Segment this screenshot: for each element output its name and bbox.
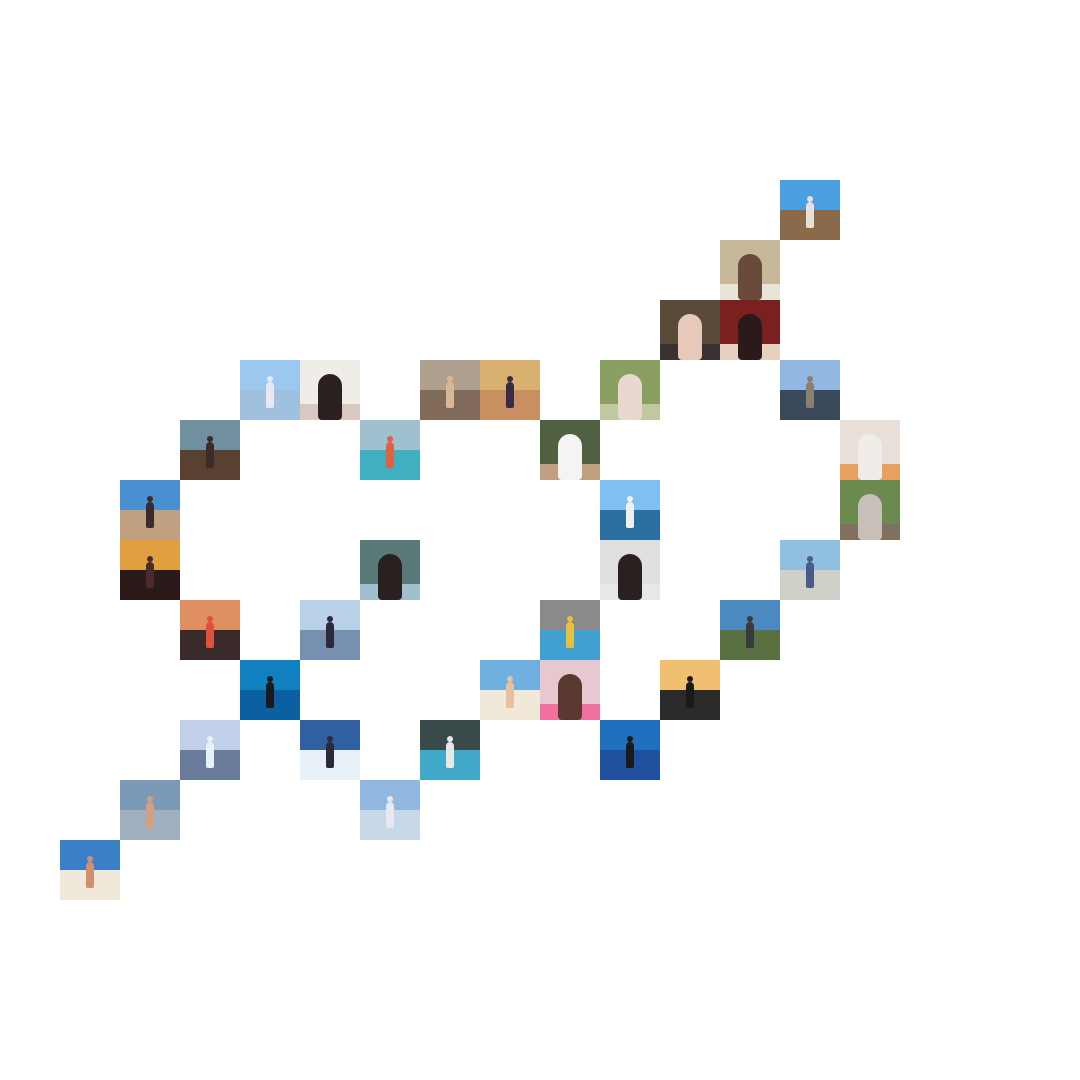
photo-tile xyxy=(180,720,240,780)
photo-tile xyxy=(780,180,840,240)
photo-subject xyxy=(686,676,694,708)
photo-subject xyxy=(806,196,814,228)
photo-tile xyxy=(720,300,780,360)
photo-subject xyxy=(738,314,762,360)
photo-subject xyxy=(558,434,582,480)
photo-subject xyxy=(626,496,634,528)
photo-subject xyxy=(506,376,514,408)
photo-subject xyxy=(678,314,702,360)
photo-subject xyxy=(746,616,754,648)
photo-tile xyxy=(60,840,120,900)
photo-tile xyxy=(120,480,180,540)
photo-tile xyxy=(360,540,420,600)
photo-tile xyxy=(420,360,480,420)
photo-subject xyxy=(618,374,642,420)
photo-tile xyxy=(240,360,300,420)
photo-tile xyxy=(600,360,660,420)
photo-subject xyxy=(386,436,394,468)
photo-tile xyxy=(840,420,900,480)
photo-tile xyxy=(660,300,720,360)
photo-tile xyxy=(180,420,240,480)
photo-subject xyxy=(858,434,882,480)
photo-tile xyxy=(300,720,360,780)
photo-tile xyxy=(420,720,480,780)
photo-tile xyxy=(480,360,540,420)
photo-subject xyxy=(626,736,634,768)
photo-subject xyxy=(266,376,274,408)
photo-tile xyxy=(780,540,840,600)
photo-tile xyxy=(720,240,780,300)
photo-tile xyxy=(600,480,660,540)
photo-subject xyxy=(326,616,334,648)
photo-subject xyxy=(266,676,274,708)
photo-tile xyxy=(300,360,360,420)
photo-subject xyxy=(326,736,334,768)
photo-tile xyxy=(120,540,180,600)
photo-subject xyxy=(566,616,574,648)
photo-subject xyxy=(318,374,342,420)
photo-subject xyxy=(146,796,154,828)
photo-tile xyxy=(240,660,300,720)
photo-tile xyxy=(180,600,240,660)
photo-subject xyxy=(378,554,402,600)
photo-tile xyxy=(600,720,660,780)
photo-tile xyxy=(540,420,600,480)
photo-subject xyxy=(806,556,814,588)
photo-subject xyxy=(618,554,642,600)
photo-subject xyxy=(558,674,582,720)
photo-tile xyxy=(540,660,600,720)
photo-subject xyxy=(446,736,454,768)
photo-subject xyxy=(506,676,514,708)
photo-subject xyxy=(206,436,214,468)
photo-tile xyxy=(780,360,840,420)
photo-subject xyxy=(858,494,882,540)
photo-subject xyxy=(386,796,394,828)
photo-subject xyxy=(146,556,154,588)
photo-tile xyxy=(840,480,900,540)
photo-subject xyxy=(806,376,814,408)
photo-tile xyxy=(660,660,720,720)
photo-subject xyxy=(86,856,94,888)
photo-subject xyxy=(146,496,154,528)
photo-subject xyxy=(738,254,762,300)
photo-subject xyxy=(446,376,454,408)
photo-subject xyxy=(206,736,214,768)
photo-tile xyxy=(480,660,540,720)
photo-tile xyxy=(720,600,780,660)
photo-tile xyxy=(540,600,600,660)
photo-tile xyxy=(300,600,360,660)
photo-tile xyxy=(600,540,660,600)
photo-tile xyxy=(360,420,420,480)
photo-tile xyxy=(120,780,180,840)
photo-tile xyxy=(360,780,420,840)
photo-subject xyxy=(206,616,214,648)
